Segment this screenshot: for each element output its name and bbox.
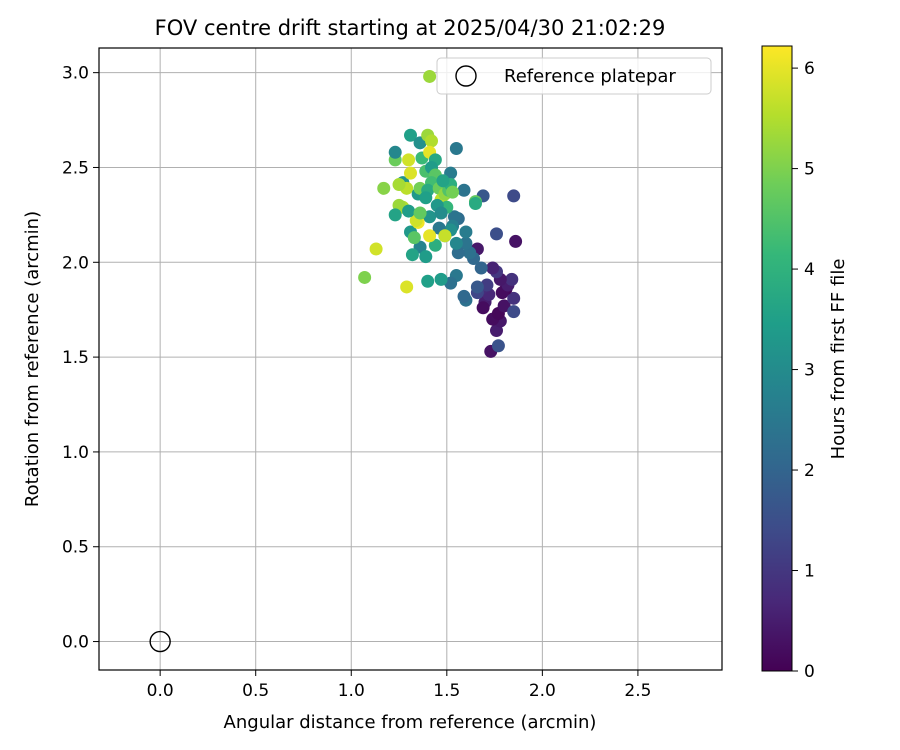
- x-tick-label: 2.0: [529, 681, 556, 701]
- data-point: [402, 204, 416, 218]
- legend-box: [436, 57, 712, 95]
- y-tick-label: 0.0: [62, 633, 89, 653]
- y-tick-label: 1.5: [62, 348, 89, 368]
- colorbar: [761, 45, 793, 672]
- data-point: [434, 206, 448, 220]
- colorbar-tick-label: 6: [804, 59, 815, 79]
- data-point: [425, 134, 439, 148]
- data-point: [405, 248, 419, 262]
- data-point: [388, 145, 402, 159]
- y-axis-ticks: 0.0 0.5 1.0 1.5 2.0 2.5 3.0: [62, 64, 99, 653]
- data-point: [457, 183, 471, 197]
- colorbar-tick-label: 0: [804, 662, 815, 682]
- data-point: [459, 225, 473, 239]
- axes-frame: [98, 47, 723, 671]
- colorbar-label: Hours from first FF file: [828, 259, 849, 460]
- data-point: [507, 291, 521, 305]
- colorbar-tick-label: 4: [804, 260, 815, 280]
- colorbar-tick-label: 5: [804, 160, 815, 180]
- x-tick-label: 2.5: [624, 681, 651, 701]
- data-point: [507, 189, 521, 203]
- data-point: [434, 272, 448, 286]
- data-point: [459, 236, 473, 250]
- y-tick-label: 1.0: [62, 443, 89, 463]
- x-tick-label: 0.0: [147, 681, 174, 701]
- data-point: [404, 166, 417, 180]
- data-points: [358, 69, 523, 358]
- data-point: [423, 69, 437, 83]
- data-point: [449, 142, 463, 156]
- legend: Reference platepar: [436, 57, 712, 95]
- chart-title: FOV centre drift starting at 2025/04/30 …: [155, 16, 666, 40]
- data-point: [438, 229, 452, 243]
- data-point: [449, 236, 463, 250]
- data-point: [419, 191, 433, 205]
- data-point: [491, 339, 505, 353]
- data-point: [423, 229, 437, 243]
- colorbar-tick-label: 3: [804, 361, 815, 381]
- data-point: [470, 280, 484, 294]
- x-axis-label: Angular distance from reference (arcmin): [224, 712, 597, 733]
- y-tick-label: 2.5: [62, 158, 89, 178]
- plot-area: 0.0 0.5 1.0 1.5 2.0 2.5 0.0 0.5 1.0 1.5 2.0 2.5 3.0: [62, 47, 723, 701]
- data-point: [388, 208, 402, 222]
- data-point: [392, 178, 406, 192]
- data-point: [419, 250, 433, 264]
- y-tick-label: 0.5: [62, 538, 89, 558]
- y-axis-label: Rotation from reference (arcmin): [22, 211, 43, 507]
- data-point: [369, 242, 383, 256]
- colorbar-tick-label: 2: [804, 461, 815, 481]
- data-point: [358, 270, 372, 284]
- data-point: [436, 174, 450, 188]
- data-point: [421, 274, 435, 288]
- data-point: [486, 261, 500, 275]
- data-point: [474, 261, 488, 275]
- data-point: [507, 305, 521, 319]
- data-point: [509, 234, 523, 248]
- x-tick-label: 1.5: [433, 681, 460, 701]
- y-tick-label: 3.0: [62, 64, 89, 84]
- data-point: [446, 185, 460, 199]
- data-point: [402, 153, 416, 167]
- data-point: [489, 227, 503, 241]
- data-point: [413, 206, 427, 220]
- reference-marker-group: [149, 630, 171, 653]
- colorbar-ticks: 0 1 2 3 4 5 6: [792, 59, 815, 682]
- colorbar-tick-label: 1: [804, 562, 815, 582]
- data-point: [497, 299, 511, 313]
- data-point: [476, 301, 490, 315]
- legend-label-reference: Reference platepar: [504, 66, 676, 87]
- x-tick-label: 1.0: [338, 681, 365, 701]
- legend-marker-reference: [455, 65, 477, 87]
- data-point: [377, 181, 391, 195]
- data-point: [505, 272, 519, 286]
- reference-platepar-marker: [149, 630, 171, 653]
- data-point: [457, 289, 471, 303]
- y-tick-label: 2.0: [62, 253, 89, 273]
- data-point: [407, 231, 421, 245]
- data-point: [468, 197, 482, 210]
- x-axis-ticks: 0.0 0.5 1.0 1.5 2.0 2.5: [147, 670, 651, 701]
- x-tick-label: 0.5: [242, 681, 269, 701]
- data-point: [404, 128, 417, 142]
- data-point: [400, 280, 414, 294]
- data-point: [428, 238, 442, 252]
